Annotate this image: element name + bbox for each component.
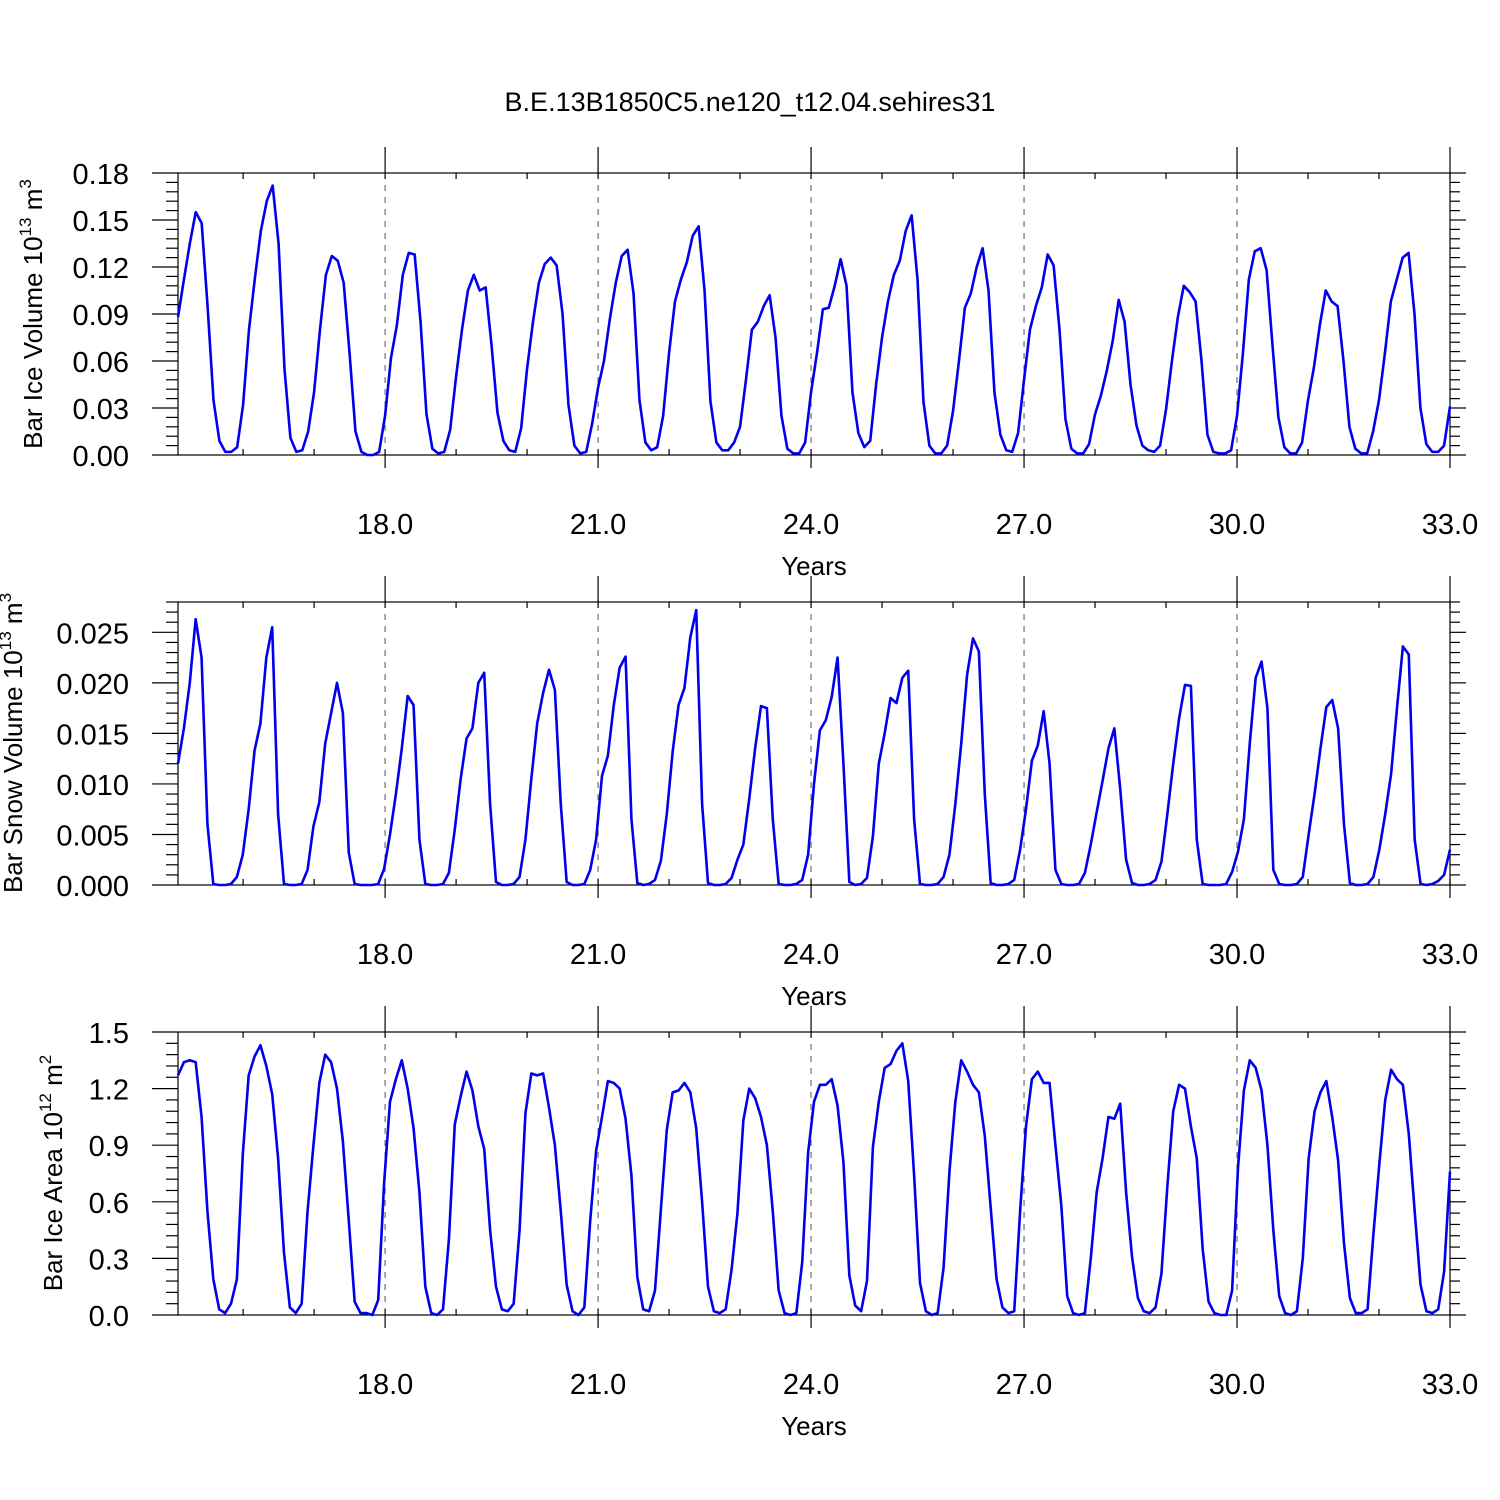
x-tick-label: 21.0: [570, 939, 626, 971]
x-axis-label: Years: [781, 981, 847, 1011]
y-axis-label-unit: m: [0, 602, 28, 631]
x-tick-label: 24.0: [783, 939, 839, 971]
y-axis-label-unit: m: [18, 189, 48, 218]
y-tick-label: 0.0: [89, 1301, 129, 1333]
x-tick-label: 21.0: [570, 1369, 626, 1401]
plot-frame: [177, 172, 1451, 456]
x-tick-label: 33.0: [1422, 509, 1478, 541]
x-tick-label: 30.0: [1209, 509, 1265, 541]
y-tick-label: 0.00: [73, 441, 129, 473]
x-tick-label: 33.0: [1422, 939, 1478, 971]
y-tick-label: 0.005: [56, 820, 129, 852]
y-tick-label: 0.15: [73, 206, 129, 238]
y-axis-label-text: Bar Snow Volume 10: [0, 650, 28, 893]
y-tick-label: 1.2: [89, 1075, 129, 1107]
x-axis-label: Years: [781, 551, 847, 581]
y-tick-label: 0.3: [89, 1244, 129, 1276]
x-tick-label: 24.0: [783, 509, 839, 541]
chart-title: B.E.13B1850C5.ne120_t12.04.sehires31: [505, 87, 996, 117]
plot-frame: [177, 1031, 1451, 1316]
y-tick-label: 0.010: [56, 770, 129, 802]
x-tick-label: 24.0: [783, 1369, 839, 1401]
y-axis-label-text: Bar Ice Area 10: [38, 1112, 68, 1291]
y-axis-label-exp: 13: [0, 631, 15, 650]
y-tick-label: 0.9: [89, 1131, 129, 1163]
y-axis-label-unit: m: [38, 1064, 68, 1093]
plot-frame: [177, 601, 1451, 886]
y-axis-label: Bar Ice Volume 1013 m3: [16, 179, 48, 449]
y-axis-label: Bar Snow Volume 1013 m3: [0, 593, 28, 893]
y-tick-label: 0.12: [73, 253, 129, 285]
y-axis-label-unit_exp: 3: [0, 593, 15, 602]
y-axis-label-text: Bar Ice Volume 10: [18, 236, 48, 448]
panel-1: 18.0 21.0 24.0 27.0 30.0 33.0 0.00 0.03 0.06 0.09…: [16, 147, 1478, 581]
y-tick-label: 0.020: [56, 669, 129, 701]
x-tick-label: 27.0: [996, 1369, 1052, 1401]
x-axis-label: Years: [781, 1411, 847, 1441]
y-axis-label-exp: 12: [36, 1093, 55, 1112]
y-tick-label: 0.06: [73, 347, 129, 379]
panel-3: 18.0 21.0 24.0 27.0 30.0 33.0 0.0 0.3 0.6 0.9 1.2 1…: [36, 1006, 1478, 1441]
x-tick-label: 27.0: [996, 939, 1052, 971]
y-tick-label: 0.03: [73, 394, 129, 426]
y-tick-label: 0.6: [89, 1188, 129, 1220]
y-tick-label: 0.09: [73, 300, 129, 332]
x-tick-label: 21.0: [570, 509, 626, 541]
y-axis-label-exp: 13: [16, 217, 35, 236]
y-tick-label: 0.000: [56, 871, 129, 903]
y-axis-label: Bar Ice Area 1012 m2: [36, 1055, 68, 1292]
series-line: [176, 184, 1452, 457]
x-tick-label: 33.0: [1422, 1369, 1478, 1401]
y-tick-label: 0.18: [73, 159, 129, 191]
x-tick-label: 18.0: [357, 509, 413, 541]
series-line: [176, 608, 1452, 887]
y-tick-label: 0.015: [56, 719, 129, 751]
y-tick-label: 1.5: [89, 1018, 129, 1050]
panel-2: 18.0 21.0 24.0 27.0 30.0 33.0 0.000 0.005 0.010 0…: [0, 576, 1478, 1011]
x-tick-label: 30.0: [1209, 1369, 1265, 1401]
x-tick-label: 18.0: [357, 1369, 413, 1401]
y-axis-label-unit_exp: 2: [36, 1055, 55, 1064]
x-tick-label: 18.0: [357, 939, 413, 971]
x-tick-label: 30.0: [1209, 939, 1265, 971]
y-tick-label: 0.025: [56, 618, 129, 650]
y-axis-label-unit_exp: 3: [16, 179, 35, 188]
series-line: [176, 1042, 1452, 1317]
x-tick-label: 27.0: [996, 509, 1052, 541]
